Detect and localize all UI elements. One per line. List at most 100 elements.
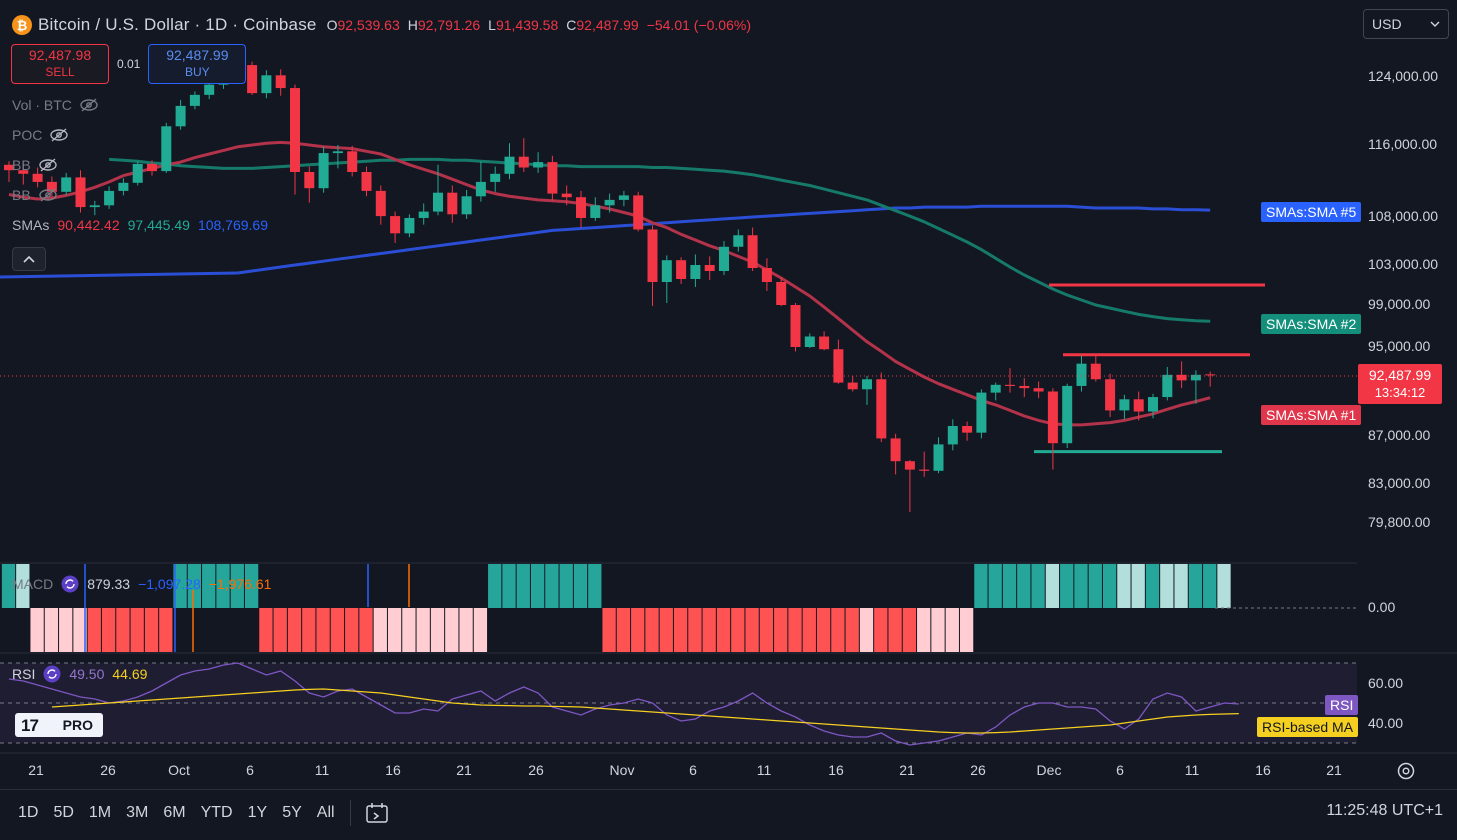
trade-panel: 92,487.98 SELL 0.01 92,487.99 BUY <box>11 44 247 84</box>
timeframe-ytd[interactable]: YTD <box>200 804 233 821</box>
price-tick: 116,000.00 <box>1368 136 1438 152</box>
candle <box>647 229 658 282</box>
macd-legend[interactable]: MACD 879.33 −1,097.28 −1,976.61 <box>12 575 272 593</box>
rsi-legend[interactable]: RSI 49.50 44.69 <box>12 665 148 683</box>
gear-icon[interactable] <box>1396 761 1416 781</box>
indicator-poc[interactable]: POC <box>12 127 69 143</box>
candle <box>676 260 687 279</box>
macd-bar <box>87 608 101 652</box>
currency-select[interactable]: USD <box>1363 9 1449 39</box>
date-range-icon[interactable] <box>365 802 389 824</box>
candle <box>604 199 615 206</box>
timeframe-1m[interactable]: 1M <box>88 804 112 821</box>
macd-bar <box>144 608 159 652</box>
indicator-bb-1[interactable]: BB <box>12 157 57 173</box>
collapse-legend-button[interactable] <box>12 247 46 271</box>
candle <box>804 336 815 347</box>
candle <box>247 65 258 94</box>
time-tick: 21 <box>456 762 472 778</box>
time-tick: 26 <box>100 762 116 778</box>
candle <box>475 181 486 197</box>
candle <box>347 151 358 172</box>
timeframe-1d[interactable]: 1D <box>18 804 39 821</box>
candle <box>862 379 872 390</box>
sell-button[interactable]: 92,487.98 SELL <box>11 44 109 84</box>
candle <box>290 88 300 172</box>
time-tick: 16 <box>828 762 844 778</box>
macd-bar <box>416 608 430 652</box>
candle <box>904 461 915 470</box>
macd-bar <box>359 608 373 652</box>
macd-bar <box>559 564 573 608</box>
candle <box>1033 388 1044 392</box>
candle <box>490 173 501 182</box>
indicator-vol[interactable]: Vol · BTC <box>12 97 98 113</box>
eye-hidden-icon[interactable] <box>38 158 57 172</box>
macd-bar <box>831 608 845 652</box>
candle <box>576 197 586 218</box>
macd-bar <box>516 564 530 608</box>
eye-hidden-icon[interactable] <box>50 128 69 142</box>
macd-bar <box>445 608 459 652</box>
price-tick: 99,000.00 <box>1368 296 1431 312</box>
bottom-toolbar: 1D 5D 1M 3M 6M YTD 1Y 5Y All <box>0 789 1457 836</box>
timeframe-6m[interactable]: 6M <box>163 804 186 821</box>
macd-bar <box>216 564 230 608</box>
timeframe-3m[interactable]: 3M <box>126 804 149 821</box>
rsi-ma-line <box>51 688 1239 734</box>
time-tick: 11 <box>314 762 330 778</box>
macd-bar <box>459 608 473 652</box>
candle <box>318 153 329 189</box>
indicator-bb-2[interactable]: BB <box>12 187 57 203</box>
timeframe-1y[interactable]: 1Y <box>247 804 268 821</box>
price-tick: 95,000.00 <box>1368 338 1431 354</box>
macd-bar <box>959 608 974 652</box>
utc-clock[interactable]: 11:25:48 UTC+1 <box>1326 802 1443 819</box>
eye-hidden-icon[interactable] <box>80 98 98 112</box>
symbol-title[interactable]: Bitcoin / U.S. Dollar · 1D · Coinbase <box>38 15 317 34</box>
candle <box>876 379 887 439</box>
buy-button[interactable]: 92,487.99 BUY <box>148 44 247 84</box>
macd-bar <box>1088 564 1102 608</box>
sma-5-label: SMAs:SMA #5 <box>1261 202 1362 222</box>
macd-bar <box>673 608 688 652</box>
macd-bar <box>159 608 173 652</box>
timeframe-5y[interactable]: 5Y <box>282 804 302 821</box>
candle <box>18 170 29 174</box>
candle <box>204 84 215 95</box>
candle <box>518 156 529 168</box>
macd-bar <box>59 608 73 652</box>
macd-bar <box>731 608 745 652</box>
eye-hidden-icon[interactable] <box>38 188 57 202</box>
refresh-icon[interactable] <box>43 665 61 683</box>
symbol-header[interactable]: ₿ Bitcoin / U.S. Dollar · 1D · Coinbase … <box>12 13 751 37</box>
timeframe-all[interactable]: All <box>316 804 335 821</box>
macd-bar <box>845 608 859 652</box>
macd-bar <box>573 564 588 608</box>
macd-bar <box>259 608 273 652</box>
candle <box>1062 385 1073 444</box>
candle <box>75 177 86 208</box>
macd-bar <box>974 564 988 608</box>
candle <box>833 349 844 383</box>
rsi-tick-60: 60.00 <box>1368 675 1404 691</box>
price-tick: 108,000.00 <box>1368 208 1439 224</box>
timeframe-5d[interactable]: 5D <box>53 804 74 821</box>
macd-zero-tick: 0.00 <box>1368 599 1396 615</box>
macd-bar <box>130 608 144 652</box>
candle <box>533 162 544 168</box>
refresh-icon[interactable] <box>61 575 79 593</box>
candle <box>504 156 515 174</box>
macd-bar <box>1017 564 1031 608</box>
toolbar-divider <box>349 800 351 826</box>
time-tick: 21 <box>1326 762 1342 778</box>
candle <box>1076 363 1087 386</box>
macd-bar <box>602 608 616 652</box>
macd-bar <box>16 564 30 608</box>
tradingview-logo[interactable]: 17 PRO <box>15 713 103 737</box>
macd-bar <box>430 608 445 652</box>
candle <box>4 164 14 171</box>
candle <box>175 105 186 127</box>
indicator-smas[interactable]: SMAs 90,442.42 97,445.49 108,769.69 <box>12 217 269 233</box>
